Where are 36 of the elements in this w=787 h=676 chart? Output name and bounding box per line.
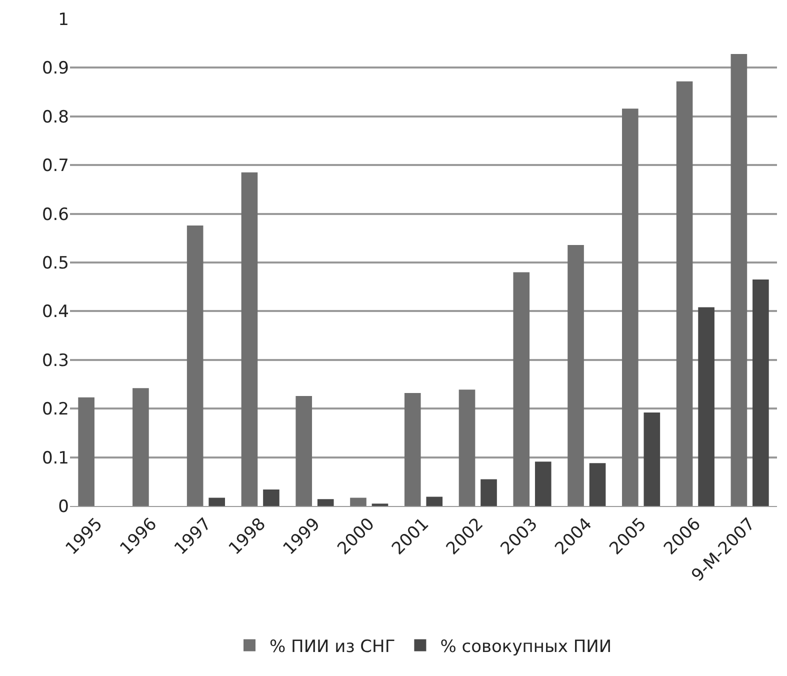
- bar: [698, 307, 714, 506]
- y-tick-label: 0.9: [42, 58, 69, 79]
- bar: [241, 172, 258, 506]
- bar: [534, 462, 552, 506]
- y-tick-label: 0.4: [42, 302, 69, 322]
- bar: [644, 412, 660, 506]
- y-tick-label: 0.8: [42, 107, 69, 128]
- y-tick-label: 0.2: [42, 400, 69, 420]
- y-tick-label: 0.6: [42, 204, 69, 225]
- bar: [730, 54, 748, 506]
- bar: [589, 463, 606, 506]
- bar: [676, 81, 693, 506]
- bar: [568, 244, 584, 506]
- bar: [296, 396, 312, 506]
- bar: [458, 390, 476, 506]
- bar: [622, 108, 638, 506]
- bar: [350, 498, 366, 506]
- bar: [513, 272, 530, 506]
- bar: [480, 479, 497, 506]
- legend-label: % ПИИ из СНГ: [270, 636, 396, 657]
- y-tick-label: 0.3: [42, 350, 69, 371]
- y-tick-label: 0.1: [42, 448, 69, 468]
- bar: [426, 496, 443, 506]
- bar: [208, 498, 225, 506]
- bar: [317, 499, 334, 506]
- y-tick-label: 0: [58, 496, 69, 517]
- bar: [404, 393, 421, 506]
- y-tick-label: 0.7: [42, 156, 69, 176]
- bar: [263, 489, 280, 506]
- legend-label: % совокупных ПИИ: [440, 636, 612, 657]
- bar: [752, 280, 769, 506]
- y-tick-label: 1: [58, 10, 69, 30]
- bar: [78, 397, 94, 506]
- y-tick-label: 0.5: [42, 253, 69, 274]
- bar: [186, 225, 204, 506]
- bar: [132, 388, 149, 506]
